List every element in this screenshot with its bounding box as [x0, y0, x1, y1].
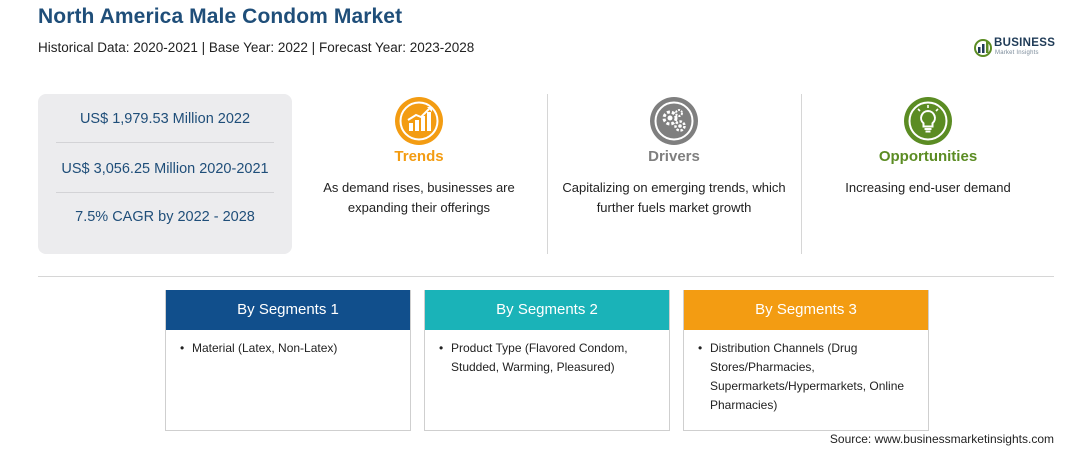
business-market-insights-logo: BUSINESS Market Insights: [974, 36, 1064, 62]
segment-header-3: By Segments 3: [684, 290, 928, 330]
gears-icon: [650, 97, 698, 145]
segment-header-1: By Segments 1: [166, 290, 410, 330]
page-title: North America Male Condom Market: [38, 5, 403, 28]
segment-header-2: By Segments 2: [425, 290, 669, 330]
stat-cagr: 7.5% CAGR by 2022 - 2028: [75, 209, 255, 225]
drivers-card: Drivers Capitalizing on emerging trends,…: [547, 92, 801, 252]
bullet-icon: •: [439, 341, 444, 355]
drivers-title: Drivers: [648, 148, 700, 165]
stat-market-size-historical: US$ 3,056.25 Million 2020-2021: [61, 161, 269, 177]
bullet-icon: •: [180, 341, 185, 355]
logo-subtitle: Market Insights: [995, 50, 1039, 56]
opportunities-text: Increasing end-user demand: [845, 180, 1011, 195]
bullet-icon: •: [698, 341, 703, 355]
market-stats-panel: US$ 1,979.53 Million 2022 US$ 3,056.25 M…: [38, 94, 292, 254]
logo-globe-icon: [974, 39, 992, 57]
stat-divider: [56, 192, 274, 193]
segment-card-2: By Segments 2 • Product Type (Flavored Co…: [424, 290, 670, 431]
segment-item: Product Type (Flavored Condom, Studded, …: [451, 341, 628, 374]
logo-word: BUSINESS: [994, 37, 1056, 49]
stat-divider: [56, 142, 274, 143]
segment-item: Distribution Channels (Drug Stores/Pharm…: [710, 341, 905, 412]
trends-card: Trends As demand rises, businesses are e…: [292, 92, 546, 252]
source-credit: Source: www.businessmarketinsights.com: [829, 432, 1054, 446]
section-divider: [38, 276, 1054, 277]
opportunities-title: Opportunities: [878, 148, 978, 165]
drivers-text: Capitalizing on emerging trends, which f…: [562, 180, 786, 215]
chart-trend-icon: [395, 97, 443, 145]
column-divider: [801, 94, 802, 254]
segment-item: Material (Latex, Non-Latex): [192, 341, 338, 355]
column-divider: [547, 94, 548, 254]
page-subtitle: Historical Data: 2020-2021 | Base Year: …: [38, 40, 475, 55]
lightbulb-icon: [904, 97, 952, 145]
segment-card-3: By Segments 3 • Distribution Channels (Dr…: [683, 290, 929, 431]
stat-market-size-2022: US$ 1,979.53 Million 2022: [79, 111, 251, 127]
segment-card-1: By Segments 1 • Material (Latex, Non-Late…: [165, 290, 411, 431]
opportunities-card: Opportunities Increasing end-user demand: [801, 92, 1055, 252]
trends-text: As demand rises, businesses are expandin…: [323, 180, 515, 215]
trends-title: Trends: [394, 148, 444, 165]
